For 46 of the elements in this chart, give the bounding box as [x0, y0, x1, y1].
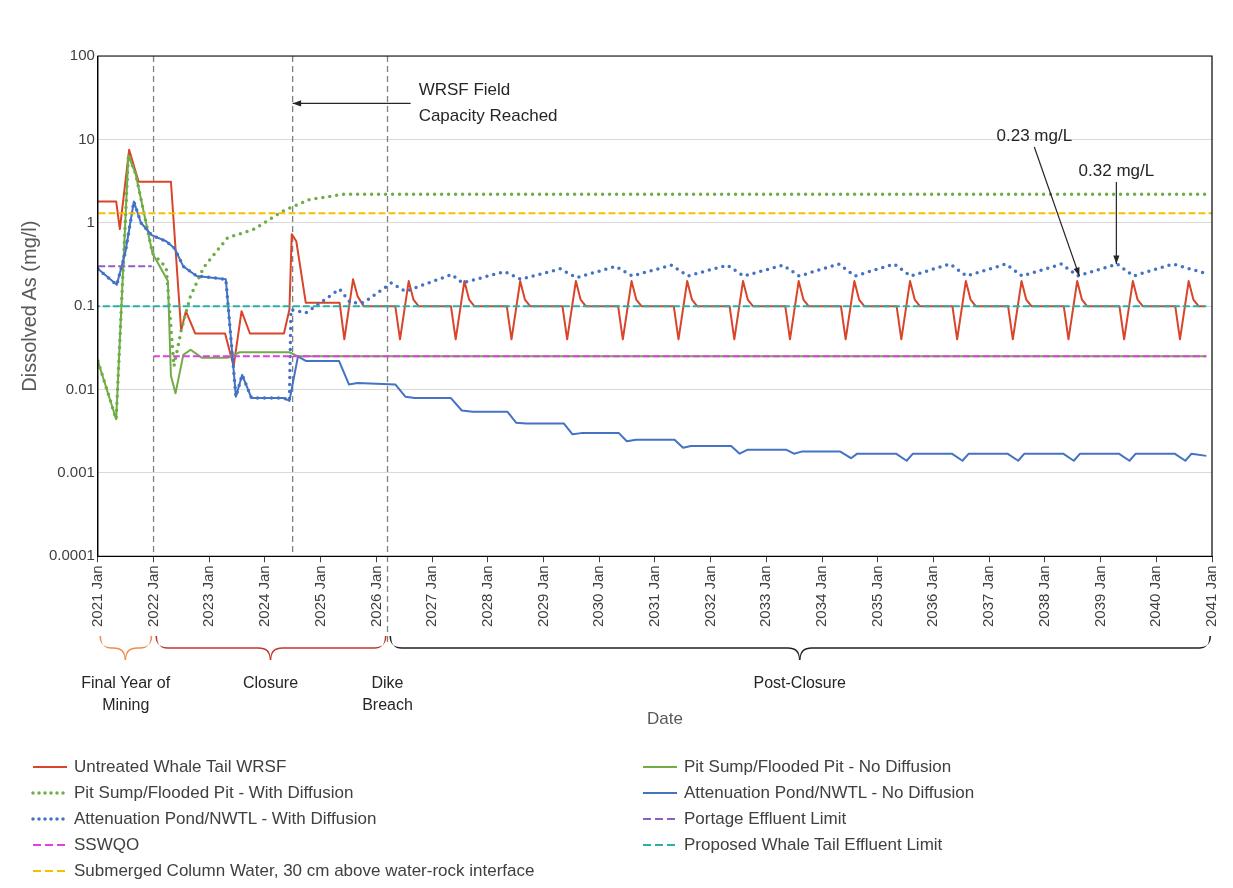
- ref-line-label: Dike Breach: [362, 674, 413, 713]
- y-tick-label: 0.0001: [48, 546, 95, 564]
- x-tick-label: 2038 Jan: [1034, 565, 1052, 628]
- y-tick-label: 0.01: [65, 379, 95, 397]
- legend-label: SSWQO: [74, 835, 140, 855]
- x-tick-label: 2036 Jan: [923, 565, 941, 628]
- y-tick-label: 0.001: [57, 463, 95, 481]
- x-tick-label: 2040 Jan: [1146, 565, 1164, 628]
- x-tick-label: 2026 Jan: [366, 565, 384, 628]
- x-tick-label: 2035 Jan: [867, 565, 885, 628]
- x-tick-label: 2031 Jan: [645, 565, 662, 628]
- y-tick-label: 1: [86, 212, 95, 230]
- x-tick-label: 2032 Jan: [700, 565, 718, 628]
- x-tick-label: 2039 Jan: [1090, 565, 1108, 628]
- x-axis-title: Date: [646, 709, 683, 728]
- text: Closure: [242, 674, 299, 691]
- legend-label: Untreated Whale Tail WRSF: [74, 757, 287, 777]
- annotation: WRSF Field Capacity Reached: [418, 80, 558, 126]
- annotation: 0.23 mg/L: [996, 125, 1073, 145]
- x-tick-label: 2041 Jan: [1202, 565, 1220, 628]
- y-axis-title: Dissolved As (mg/l): [17, 220, 40, 392]
- x-tick-label: 2028 Jan: [477, 565, 495, 628]
- y-tick-label: 10: [78, 129, 95, 147]
- legend-label: Portage Effluent Limit: [684, 809, 847, 829]
- x-tick-label: 2021 Jan: [88, 565, 106, 628]
- text: Final Year of Mining: [81, 674, 171, 713]
- text: Post-Closure: [753, 674, 847, 691]
- legend-label: Attenuation Pond/NWTL - No Diffusion: [684, 783, 975, 803]
- x-tick-label: 2037 Jan: [979, 565, 997, 628]
- legend-label: Submerged Column Water, 30 cm above water-rock interface: [74, 861, 535, 881]
- x-tick-label: 2033 Jan: [756, 565, 774, 628]
- annotation: 0.32 mg/L: [1078, 161, 1155, 181]
- legend-label: Attenuation Pond/NWTL - With Diffusion: [74, 809, 377, 829]
- x-tick-label: 2029 Jan: [533, 565, 551, 628]
- y-tick-label: 100: [69, 46, 95, 64]
- x-tick-label: 2024 Jan: [255, 565, 273, 628]
- x-tick-label: 2023 Jan: [199, 565, 217, 628]
- x-tick-label: 2030 Jan: [589, 565, 607, 628]
- x-tick-label: 2034 Jan: [812, 565, 830, 628]
- x-tick-label: 2025 Jan: [310, 565, 328, 628]
- x-tick-label: 2022 Jan: [143, 565, 161, 628]
- legend-label: Pit Sump/Flooded Pit - With Diffusion: [74, 783, 354, 803]
- legend-label: Pit Sump/Flooded Pit - No Diffusion: [684, 757, 952, 777]
- y-tick-label: 0.1: [74, 296, 95, 314]
- legend-label: Proposed Whale Tail Effluent Limit: [684, 835, 943, 855]
- x-tick-label: 2027 Jan: [422, 565, 440, 628]
